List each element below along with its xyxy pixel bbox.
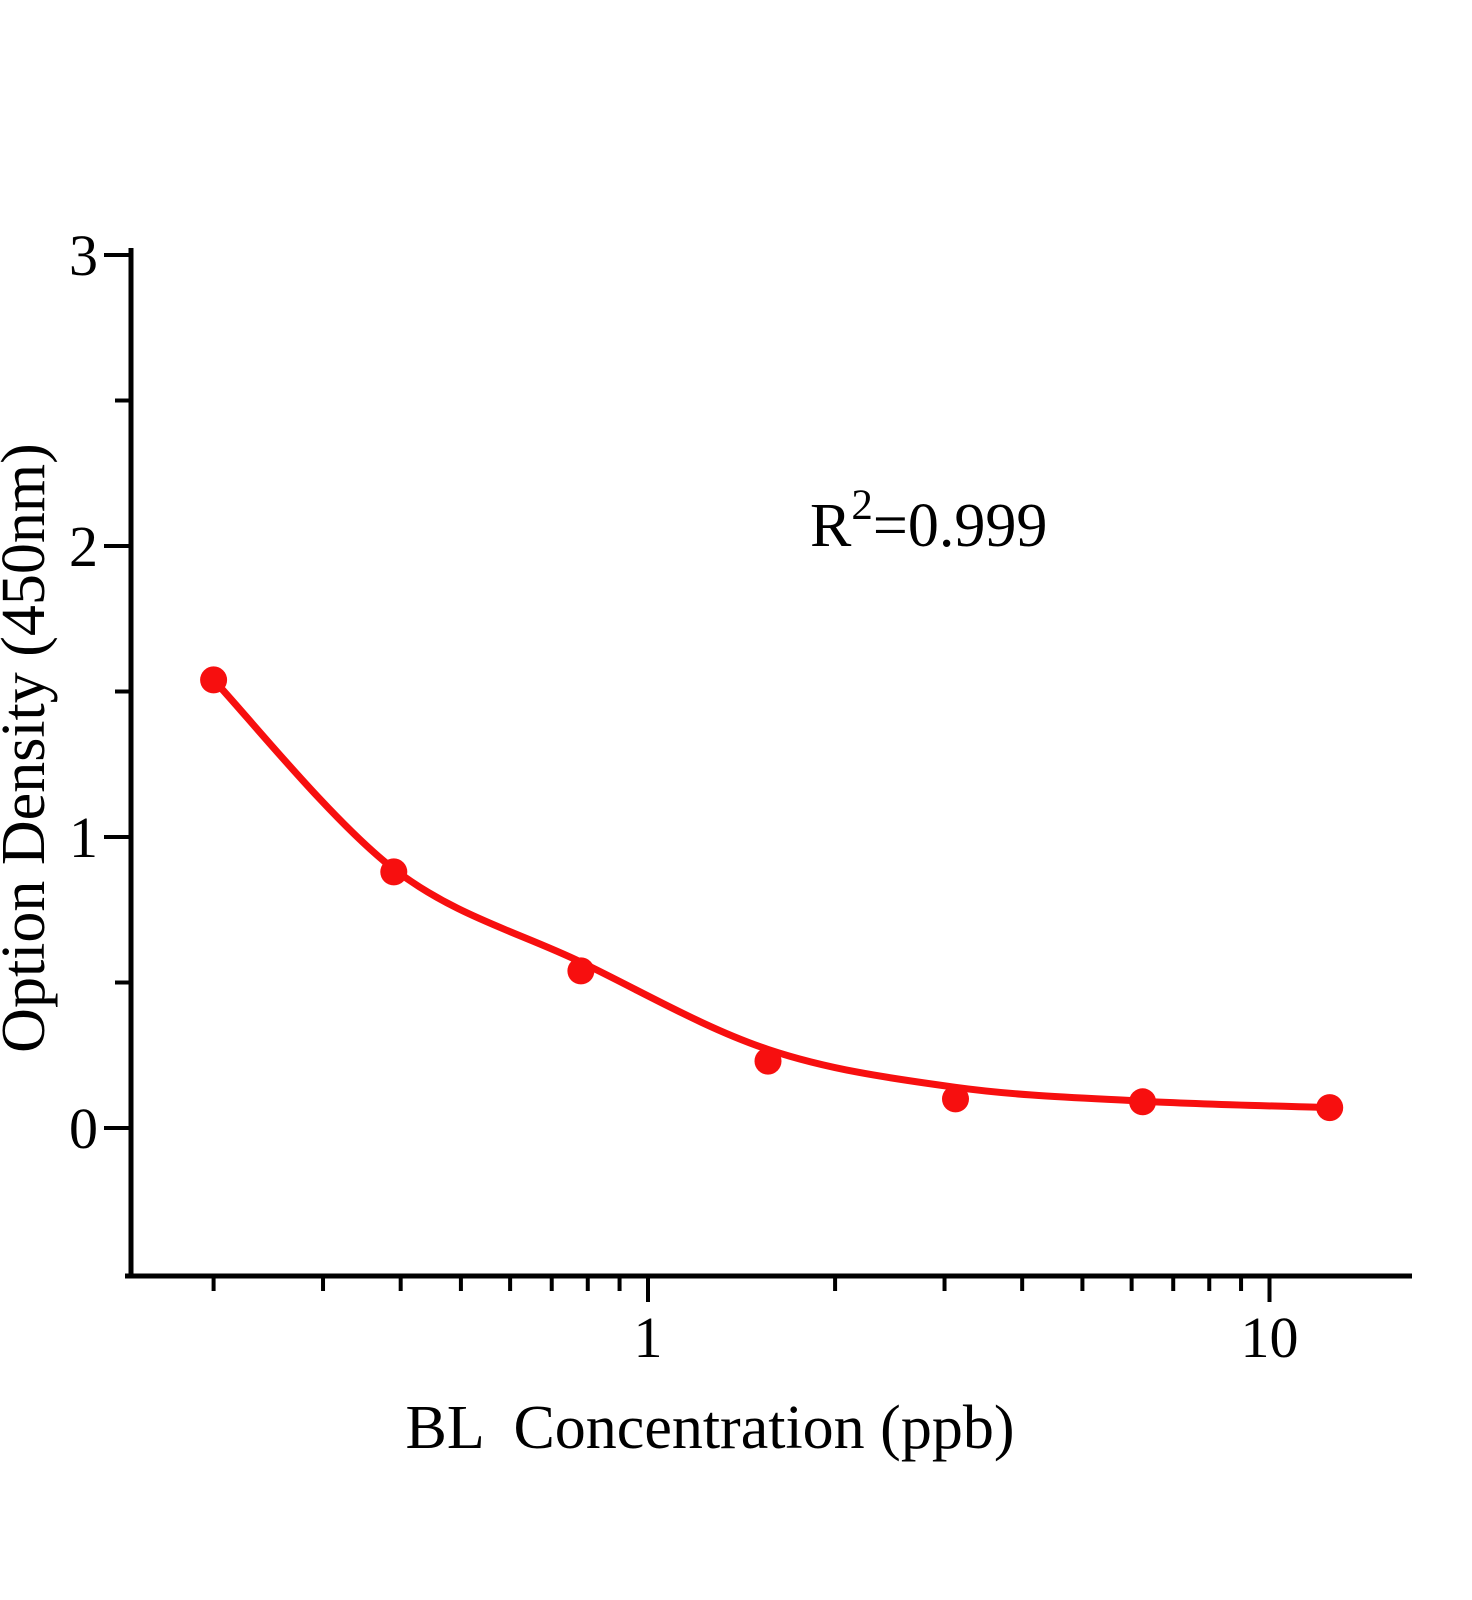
data-point — [1129, 1088, 1157, 1116]
y-tick-label: 3 — [69, 223, 98, 288]
x-axis-title: BL Concentration (ppb) — [406, 1394, 1015, 1462]
y-tick-label: 2 — [69, 514, 98, 579]
data-point — [1316, 1094, 1344, 1122]
data-point — [942, 1085, 969, 1113]
x-tick-label: 10 — [1241, 1305, 1299, 1370]
ticks — [104, 253, 1272, 1302]
tick-labels: 1 10 0 1 2 3 — [69, 223, 1299, 1370]
y-tick-label: 0 — [69, 1096, 98, 1161]
r-squared-annotation: R2=0.999 — [810, 482, 1047, 560]
data-points — [200, 666, 1344, 1122]
data-point — [754, 1047, 782, 1075]
y-axis-title: Option Density (450nm) — [0, 443, 58, 1053]
fit-curve — [210, 676, 1334, 1112]
data-point — [380, 858, 408, 886]
x-tick-label: 1 — [634, 1305, 663, 1370]
y-tick-label: 1 — [69, 805, 98, 870]
axes — [125, 248, 1412, 1279]
data-point — [567, 957, 595, 985]
data-point — [200, 666, 228, 694]
